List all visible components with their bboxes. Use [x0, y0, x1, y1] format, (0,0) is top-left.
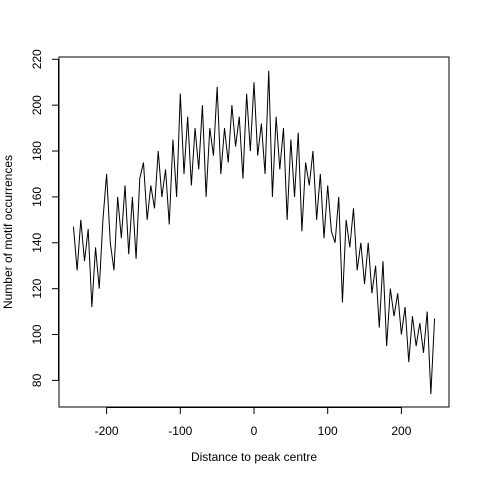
- x-tick-label: 100: [318, 424, 338, 438]
- y-tick-label: 180: [30, 141, 44, 161]
- y-tick-label: 80: [30, 373, 44, 387]
- x-axis-title: Distance to peak centre: [191, 450, 317, 464]
- x-tick-label: 200: [391, 424, 411, 438]
- data-line: [72, 70, 436, 395]
- plot-box: [58, 56, 450, 408]
- x-tick-label: -100: [168, 424, 192, 438]
- y-tick-label: 200: [30, 95, 44, 115]
- x-tick-label: 0: [251, 424, 258, 438]
- y-tick-label: 100: [30, 324, 44, 344]
- x-tick-label: -200: [95, 424, 119, 438]
- y-tick-label: 160: [30, 187, 44, 207]
- y-tick-label: 220: [30, 49, 44, 69]
- y-tick-label: 120: [30, 278, 44, 298]
- y-tick-label: 140: [30, 232, 44, 252]
- y-axis-title: Number of motif occurrences: [1, 155, 15, 309]
